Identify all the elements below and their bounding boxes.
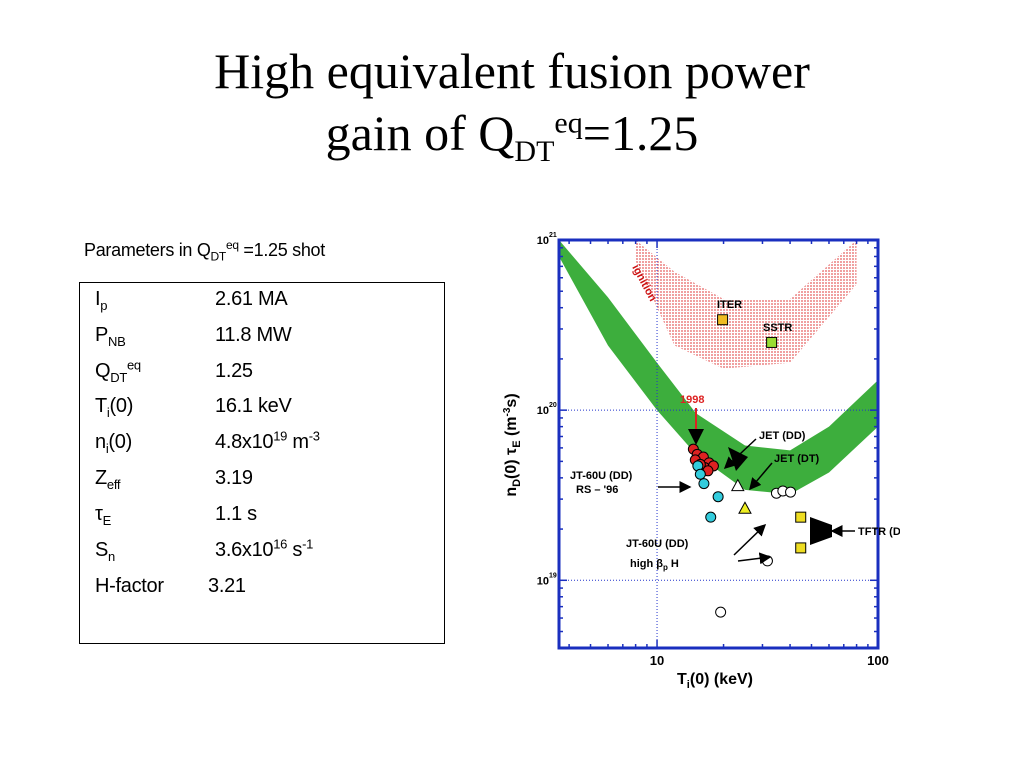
jt60u-high-arrow-1 (733, 523, 767, 556)
y-tick-exponent: 21 (549, 232, 557, 239)
data-point (766, 336, 778, 348)
data-point (730, 478, 745, 492)
param-label: Zeff (95, 467, 121, 492)
jet-dt-label: JET (DT) (774, 453, 820, 465)
parameters-table: Ip 2.61 MA PNB 11.8 MW QDTeq 1.25 Ti(0) 16.1 ke… (79, 282, 445, 644)
plot-frame (557, 238, 880, 650)
param-label: Sn (95, 539, 115, 564)
data-point (712, 491, 724, 503)
jt60u-high-label-1: JT-60U (DD) (626, 538, 689, 550)
caption-superscript: eq (225, 238, 239, 252)
y-tick-label: 10 (537, 235, 549, 247)
data-point (795, 542, 807, 554)
y-tick-exponent: 20 (549, 402, 557, 409)
param-label: QDTeq (95, 357, 141, 385)
data-point (698, 478, 710, 490)
title-subscript: DT (514, 135, 555, 168)
y-tick-exponent: 19 (549, 572, 557, 579)
title-line-1: High equivalent fusion power (214, 43, 810, 99)
param-value: 1.25 (215, 360, 253, 382)
param-label: Ti(0) (95, 395, 134, 420)
title-prefix: gain of Q (325, 105, 515, 161)
data-point (705, 511, 717, 523)
data-point (795, 511, 807, 523)
x-tick-label: 10 (650, 653, 664, 668)
param-label: Ip (95, 288, 108, 313)
param-value: 1.1 s (215, 503, 257, 525)
param-row: Zeff 3.19 (95, 467, 253, 492)
param-value: 16.1 keV (215, 395, 292, 417)
title-suffix: =1.25 (582, 105, 699, 161)
param-label: ni(0) (95, 431, 132, 456)
param-label: τE (95, 503, 111, 528)
jet-dt-arrow (749, 462, 773, 491)
param-row: PNB 11.8 MW (95, 324, 292, 349)
caption-subscript: DT (210, 249, 227, 264)
y-tick-label: 10 (537, 575, 549, 587)
param-row: ni(0) 4.8x1019 m-3 (95, 429, 320, 456)
iter-label: ITER (717, 299, 742, 311)
jet-dd-connector (728, 447, 748, 471)
title-line-2: gain of QDTeq=1.25 (0, 102, 1024, 167)
param-value: 4.8x1019 m-3 (215, 428, 320, 453)
param-value: 11.8 MW (215, 324, 292, 346)
jt60u-rs-label-1: JT-60U (DD) (570, 470, 633, 482)
param-value: 3.6x1016 s-1 (215, 536, 314, 561)
title-superscript: eq (554, 106, 583, 140)
param-label: H-factor (95, 575, 164, 597)
jt60u-high-label-2: high βp H (630, 558, 679, 572)
jt60u-high-arrow-2 (737, 552, 772, 565)
param-row: τE 1.1 s (95, 503, 257, 528)
param-label: PNB (95, 324, 126, 349)
ignition-band (635, 240, 857, 369)
tftr-connector (810, 517, 832, 545)
param-row: Ip 2.61 MA (95, 288, 288, 313)
param-row: H-factor 3.21 (95, 575, 246, 598)
slide-title: High equivalent fusion power gain of QDT… (0, 40, 1024, 167)
data-point (715, 606, 727, 618)
jet-dd-label: JET (DD) (759, 430, 806, 442)
year-1998-label: 1998 (680, 394, 704, 406)
y-tick-label: 10 (537, 405, 549, 417)
param-value: 3.19 (215, 467, 253, 489)
parameters-caption: Parameters in QDTeq =1.25 shot (84, 238, 325, 264)
caption-suffix: =1.25 shot (238, 240, 325, 260)
param-row: Ti(0) 16.1 keV (95, 395, 292, 420)
breakeven-band (559, 240, 878, 495)
y-axis-label: nD(0) τE (m-3s) (502, 393, 523, 496)
x-tick-label: 100 (867, 653, 889, 668)
data-point (717, 314, 729, 326)
param-row: QDTeq 1.25 (95, 357, 253, 385)
jt60u-rs-label-2: RS – '96 (576, 484, 618, 496)
x-axis-label: Ti(0) (keV) (677, 671, 753, 691)
data-point (738, 501, 752, 514)
caption-prefix: Parameters in Q (84, 240, 211, 260)
tftr-label: TFTR (DT) (858, 526, 900, 538)
plot-area (559, 240, 878, 648)
param-value: 3.21 (208, 575, 246, 597)
data-point (694, 468, 706, 480)
param-value: 2.61 MA (215, 288, 288, 310)
data-point (785, 486, 797, 498)
param-row: Sn 3.6x1016 s-1 (95, 537, 313, 564)
sstr-label: SSTR (763, 322, 792, 334)
